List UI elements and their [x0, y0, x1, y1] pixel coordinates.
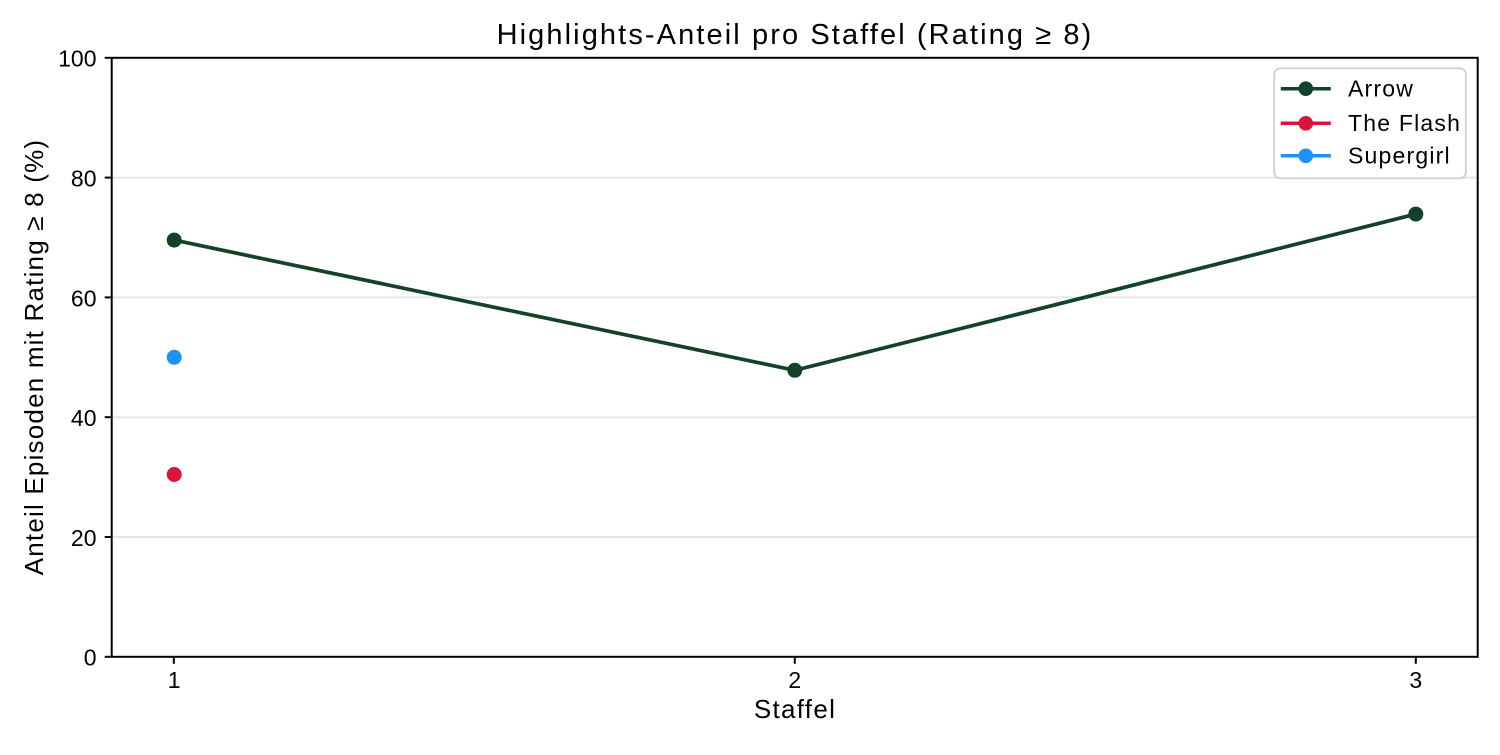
svg-text:Staffel: Staffel: [754, 694, 836, 724]
svg-text:100: 100: [58, 46, 96, 72]
svg-text:1: 1: [168, 667, 181, 693]
svg-text:60: 60: [71, 285, 97, 311]
svg-text:Anteil Episoden mit Rating ≥ 8: Anteil Episoden mit Rating ≥ 8 (%): [19, 139, 49, 576]
svg-text:20: 20: [71, 525, 97, 551]
svg-text:40: 40: [71, 405, 97, 431]
svg-text:2: 2: [788, 667, 801, 693]
svg-text:0: 0: [84, 645, 97, 671]
svg-text:80: 80: [71, 166, 97, 192]
svg-text:3: 3: [1409, 667, 1422, 693]
svg-text:The Flash: The Flash: [1348, 110, 1461, 136]
svg-text:Arrow: Arrow: [1348, 76, 1414, 102]
svg-text:Highlights-Anteil pro Staffel: Highlights-Anteil pro Staffel (Rating ≥ …: [497, 19, 1094, 51]
svg-text:Supergirl: Supergirl: [1348, 143, 1451, 169]
